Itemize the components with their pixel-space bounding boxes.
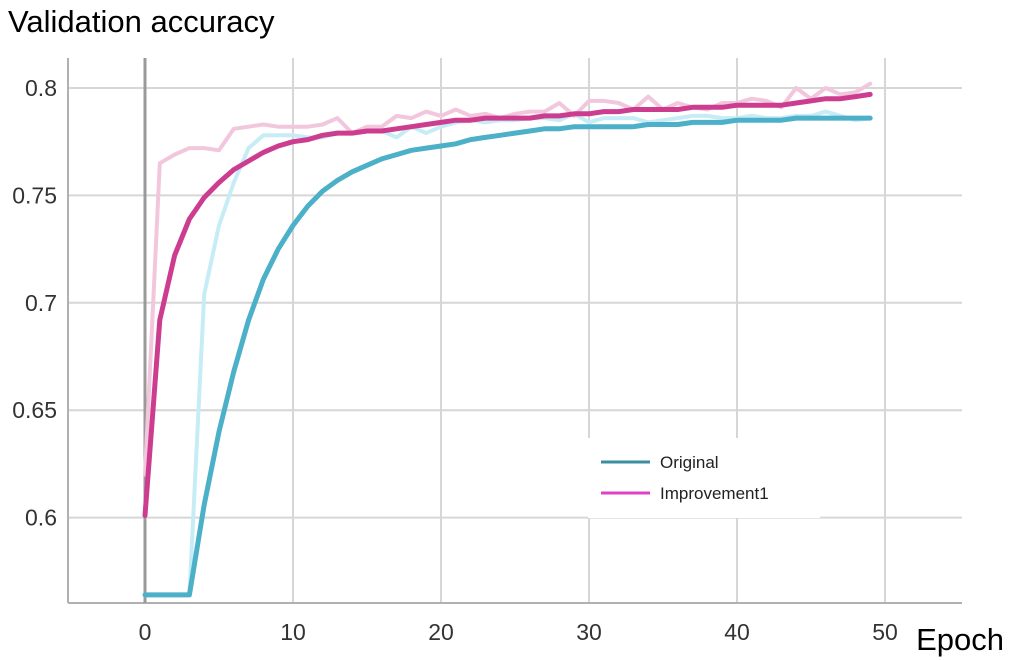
- legend-box: [588, 438, 820, 518]
- grid: [68, 58, 962, 603]
- x-tick-label: 20: [428, 619, 454, 645]
- x-tick-label: 40: [724, 619, 750, 645]
- y-axis-title: Validation accuracy: [8, 4, 275, 39]
- legend: Original Improvement1: [588, 438, 820, 518]
- x-tick-label: 30: [576, 619, 602, 645]
- legend-label-original: Original: [660, 453, 719, 472]
- y-tick-label: 0.6: [25, 505, 57, 531]
- x-tick-label: 0: [139, 619, 152, 645]
- raw-line-original: [143, 109, 873, 597]
- x-axis-title: Epoch: [916, 622, 1004, 657]
- x-tick-label: 10: [280, 619, 306, 645]
- y-tick-label: 0.65: [12, 397, 57, 423]
- smoothed-series-lines: [142, 91, 873, 598]
- x-tick-label: 50: [872, 619, 898, 645]
- series-line-original: [142, 115, 873, 598]
- legend-label-improvement1: Improvement1: [660, 484, 769, 503]
- tick-labels: 0.6 0.65 0.7 0.75 0.8 0 10 20 30 40 50: [12, 75, 898, 645]
- series-line-improvement1: [142, 91, 873, 518]
- y-tick-label: 0.8: [25, 75, 57, 101]
- y-tick-label: 0.75: [12, 182, 57, 208]
- y-tick-label: 0.7: [25, 290, 57, 316]
